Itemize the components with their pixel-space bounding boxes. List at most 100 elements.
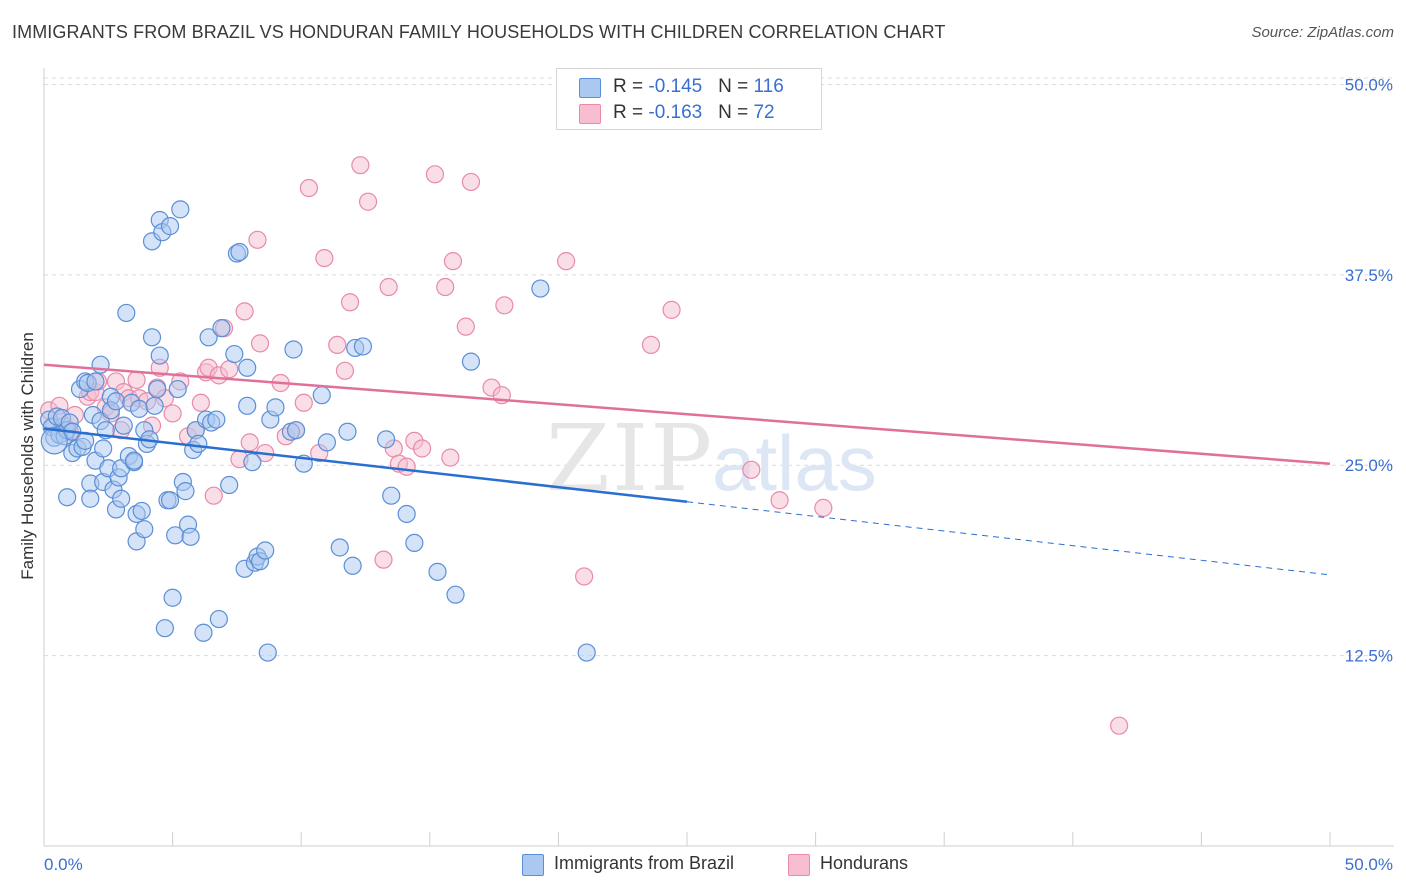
brazil-point — [353, 337, 373, 356]
brazil-trend-line — [43, 427, 688, 504]
brazil-point — [238, 396, 257, 415]
brazil-point — [155, 619, 174, 638]
brazil-point — [286, 421, 306, 440]
brazil-point — [446, 585, 465, 604]
r-value: -0.145 — [648, 76, 703, 97]
honduran-point — [770, 491, 789, 510]
n-value: 116 — [753, 76, 784, 97]
r-value: -0.163 — [648, 102, 703, 123]
brazil-point — [86, 372, 105, 391]
n-value: 72 — [753, 102, 775, 123]
brazil-point — [230, 242, 249, 262]
brazil-point — [225, 344, 244, 364]
brazil-point — [171, 200, 190, 219]
honduran-point — [456, 317, 475, 336]
brazil-point — [577, 643, 596, 662]
brazil-point — [168, 379, 187, 399]
brazil-trend-extension — [686, 501, 1331, 576]
chart-title: IMMIGRANTS FROM BRAZIL VS HONDURAN FAMIL… — [12, 22, 946, 42]
series-legend: Immigrants from Brazil Hondurans — [0, 852, 1406, 878]
axes — [43, 68, 1394, 847]
brazil-point — [40, 427, 68, 455]
brazil-point — [117, 303, 136, 323]
brazil-point — [176, 482, 195, 501]
brazil-point — [160, 217, 180, 236]
brazil-point — [461, 352, 481, 371]
honduran-point — [235, 302, 254, 321]
honduran-point — [315, 248, 334, 268]
brazil-point — [142, 328, 162, 347]
honduran-point — [495, 296, 514, 315]
r-label: R = — [613, 102, 649, 123]
brazil-point — [135, 520, 154, 539]
x-tick-label: 50.0% — [1345, 855, 1393, 874]
brazil-point — [405, 533, 424, 553]
brazil-point — [330, 538, 349, 557]
honduran-swatch — [788, 854, 810, 876]
brazil-point — [209, 609, 228, 629]
brazil-swatch — [522, 854, 544, 876]
honduran-point — [1109, 716, 1129, 735]
honduran-point — [191, 393, 210, 412]
y-tick-label: 25.0% — [1345, 456, 1393, 475]
brazil-point — [397, 504, 416, 524]
brazil-point — [199, 328, 218, 347]
y-tick-label: 12.5% — [1345, 647, 1393, 666]
honduran-point — [814, 498, 833, 517]
honduran-point — [204, 486, 223, 505]
brazil-point — [160, 491, 180, 510]
watermark-atlas: atlas — [712, 419, 877, 507]
honduran-point — [641, 335, 661, 355]
honduran-point — [358, 192, 378, 211]
legend-label-brazil: Immigrants from Brazil — [554, 853, 735, 873]
honduran-point — [294, 393, 313, 412]
n-label: N = — [718, 76, 754, 97]
honduran-point — [328, 335, 347, 355]
honduran-point — [220, 360, 239, 379]
brazil-point — [114, 416, 133, 435]
brazil-point — [382, 486, 401, 505]
brazil-point — [181, 527, 200, 546]
honduran-point — [340, 293, 360, 312]
brazil-point — [106, 392, 126, 411]
brazil-point — [94, 439, 113, 458]
tick-labels: 12.5% 25.0% 37.5% 50.0% 0.0% 50.0% — [44, 75, 1393, 874]
brazil-point — [338, 422, 357, 441]
brazil-point — [148, 379, 167, 399]
brazil-swatch — [579, 78, 601, 98]
brazil-points — [40, 200, 596, 662]
brazil-point — [266, 398, 285, 417]
brazil-point — [376, 430, 396, 449]
brazil-point — [194, 623, 213, 642]
honduran-point — [742, 460, 761, 479]
honduran-point — [374, 550, 393, 569]
brazil-point — [284, 340, 303, 359]
honduran-point — [299, 178, 319, 198]
honduran-point — [425, 165, 445, 184]
source-label: Source: ZipAtlas.com — [1251, 24, 1394, 41]
honduran-point — [557, 252, 576, 271]
y-tick-label: 37.5% — [1345, 266, 1393, 285]
honduran-trend-line — [43, 363, 1331, 465]
honduran-point — [240, 433, 259, 452]
brazil-point — [145, 396, 164, 415]
brazil-point — [312, 386, 331, 405]
x-tick-label: 0.0% — [44, 855, 83, 874]
honduran-point — [379, 277, 398, 297]
brazil-point — [243, 453, 262, 472]
honduran-point — [335, 361, 355, 380]
brazil-point — [343, 556, 362, 575]
brazil-point — [212, 319, 231, 338]
legend-label-honduran: Hondurans — [820, 853, 909, 873]
honduran-point — [351, 156, 370, 175]
y-tick-label: 50.0% — [1345, 75, 1393, 94]
brazil-point — [124, 451, 144, 470]
brazil-stats: R = -0.145 N = 116 — [613, 76, 784, 98]
correlation-legend: R = -0.145 N = 116 R = -0.163 N = 72 — [556, 68, 822, 130]
brazil-point — [130, 399, 149, 418]
honduran-point — [662, 300, 681, 319]
brazil-point — [150, 346, 169, 365]
y-axis-label: Family Households with Children — [18, 332, 37, 580]
r-label: R = — [613, 76, 649, 97]
honduran-point — [575, 567, 594, 586]
